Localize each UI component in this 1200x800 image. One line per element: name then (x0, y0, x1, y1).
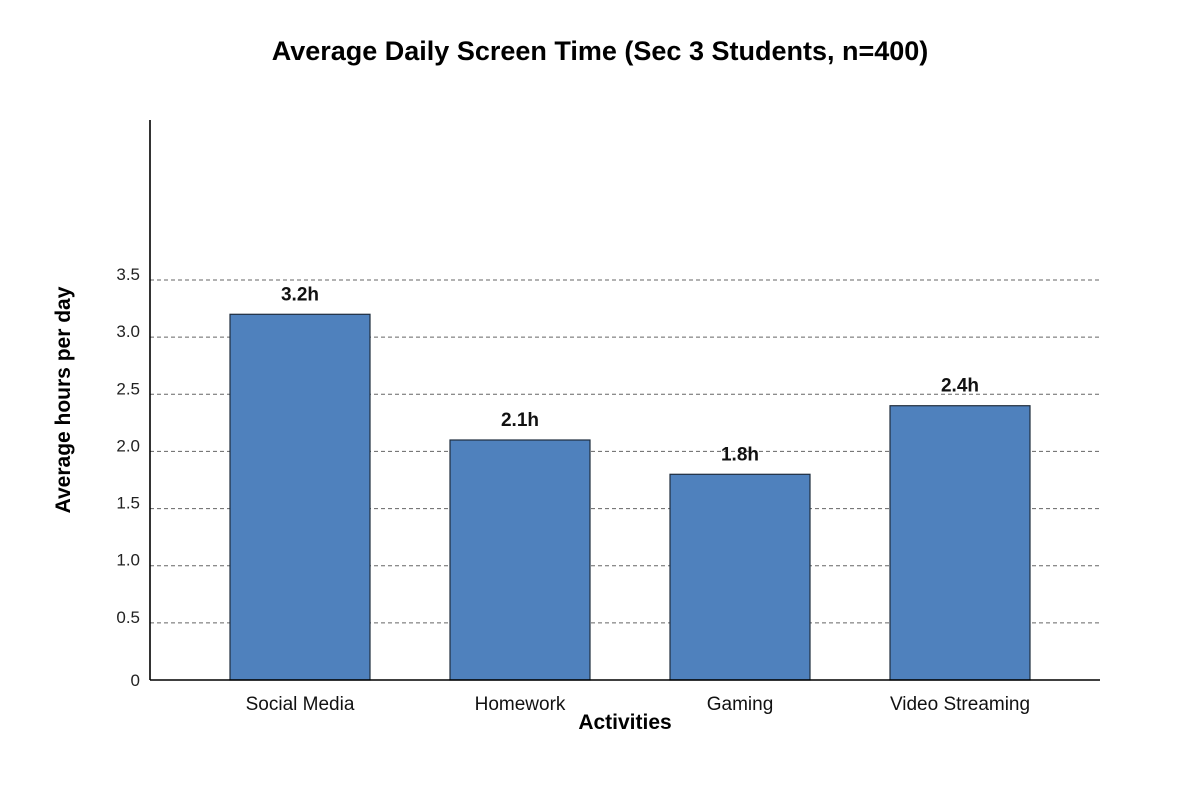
x-tick-label: Gaming (707, 694, 774, 715)
value-label: 1.8h (721, 444, 759, 465)
bars (229, 313, 1031, 681)
chart-title: Average Daily Screen Time (Sec 3 Student… (272, 36, 929, 66)
y-tick-label: 2.0 (116, 436, 140, 455)
y-tick-labels: 0 0.5 1.0 1.5 2.0 2.5 3.0 3.5 (116, 265, 140, 690)
y-tick-label: 2.5 (116, 379, 140, 398)
x-tick-label: Social Media (246, 694, 355, 715)
y-axis-title: Average hours per day (52, 286, 75, 513)
y-tick-label: 3.5 (116, 265, 140, 284)
x-tick-label: Homework (475, 694, 566, 715)
y-tick-label: 1.0 (116, 551, 140, 570)
y-tick-label: 0.5 (116, 608, 140, 627)
y-tick-label: 1.5 (116, 494, 140, 513)
y-tick-label: 3.0 (116, 322, 140, 341)
x-tick-label: Video Streaming (890, 694, 1030, 715)
bar-homework (449, 439, 591, 681)
y-tick-label: 0 (131, 671, 140, 690)
value-labels: 3.2h 2.1h 1.8h 2.4h (281, 284, 979, 465)
value-label: 2.1h (501, 410, 539, 431)
bar-gaming (669, 473, 811, 681)
x-axis-title: Activities (578, 711, 671, 734)
bar-social-media (229, 313, 371, 681)
x-tick-labels: Social Media Homework Gaming Video Streamin… (246, 694, 1030, 715)
value-label: 2.4h (941, 376, 979, 397)
value-label: 3.2h (281, 284, 319, 305)
bar-video-streaming (889, 405, 1031, 681)
